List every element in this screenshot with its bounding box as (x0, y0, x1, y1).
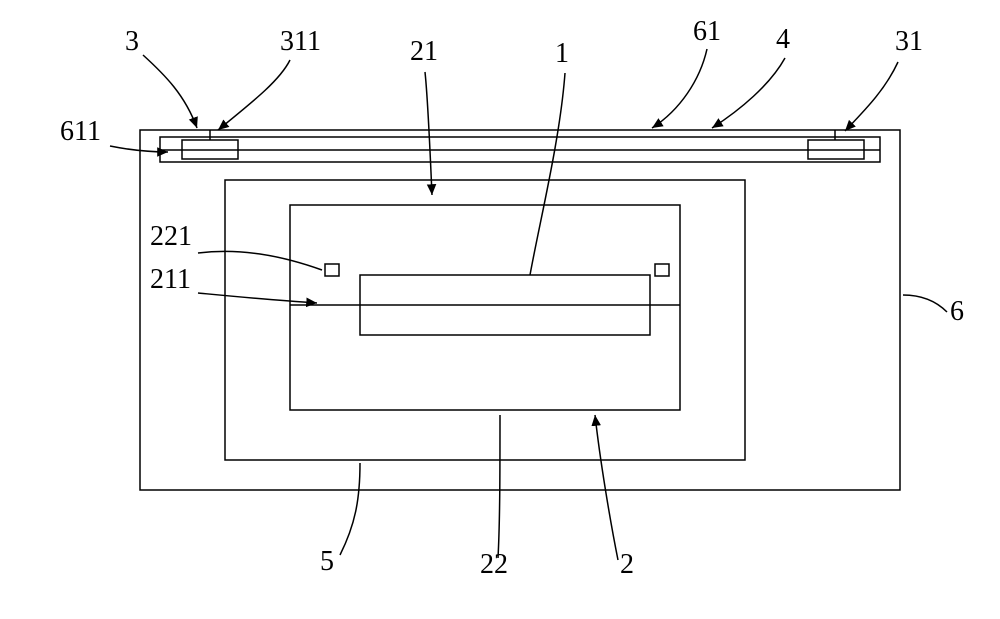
shapes-layer (140, 130, 900, 490)
mid-rect (225, 180, 745, 460)
leader-l21 (425, 72, 432, 195)
label-l221: 221 (150, 221, 192, 252)
label-l611: 611 (60, 116, 101, 147)
label-l22: 22 (480, 549, 508, 580)
leader-l22 (498, 415, 500, 558)
label-l311: 311 (280, 26, 321, 57)
leader-l5 (340, 463, 360, 555)
leader-l31 (845, 62, 898, 131)
outer-rect (140, 130, 900, 490)
peg-right (655, 264, 669, 276)
label-l2: 2 (620, 549, 634, 580)
leader-l1 (530, 73, 565, 275)
label-l4: 4 (776, 24, 790, 55)
label-l31: 31 (895, 26, 923, 57)
label-l1: 1 (555, 38, 569, 69)
label-l21: 21 (410, 36, 438, 67)
leader-l311 (218, 60, 290, 130)
leader-l61 (652, 49, 707, 128)
leader-l3 (143, 55, 197, 128)
leader-l4 (712, 58, 785, 128)
label-l5: 5 (320, 546, 334, 577)
label-l3: 3 (125, 26, 139, 57)
peg-left (325, 264, 339, 276)
label-l211: 211 (150, 264, 191, 295)
inner-rect (290, 205, 680, 410)
leader-l2 (595, 415, 618, 560)
leader-l211 (198, 293, 317, 303)
label-l61: 61 (693, 16, 721, 47)
labels-layer: 33112116143161122121165222 (60, 16, 964, 580)
label-l6: 6 (950, 296, 964, 327)
leader-l6 (903, 295, 947, 312)
diagram-svg: 33112116143161122121165222 (0, 0, 1000, 619)
leader-l221 (198, 251, 322, 270)
